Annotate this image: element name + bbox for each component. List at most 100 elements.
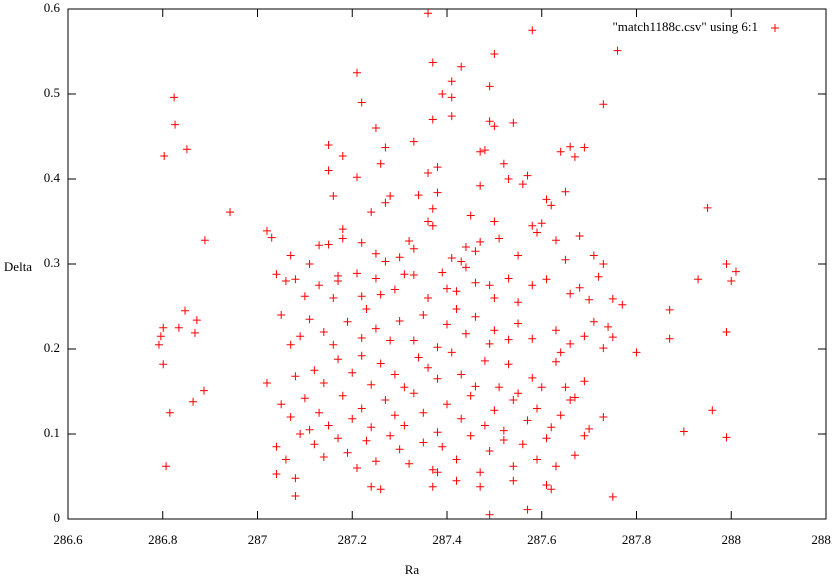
point bbox=[566, 396, 575, 404]
point bbox=[514, 319, 523, 328]
point bbox=[509, 396, 518, 404]
point bbox=[414, 353, 423, 362]
x-tick-label: 287 bbox=[248, 532, 268, 547]
y-tick-label: 0.3 bbox=[44, 255, 60, 270]
point bbox=[348, 368, 357, 377]
point bbox=[580, 143, 589, 152]
point bbox=[504, 175, 513, 183]
point bbox=[414, 191, 423, 200]
point bbox=[390, 370, 399, 379]
point bbox=[580, 377, 589, 386]
point bbox=[452, 455, 461, 464]
point bbox=[386, 431, 395, 440]
point bbox=[551, 357, 560, 366]
point bbox=[722, 433, 731, 442]
point bbox=[485, 510, 494, 519]
x-tick-label: 287.2 bbox=[338, 532, 367, 547]
point bbox=[528, 221, 537, 230]
point bbox=[352, 464, 361, 472]
x-tick-label: 288 bbox=[722, 532, 742, 547]
point bbox=[357, 292, 366, 301]
y-tick-label: 0.1 bbox=[44, 425, 60, 440]
point bbox=[727, 277, 736, 285]
point bbox=[291, 275, 300, 284]
point bbox=[315, 241, 324, 250]
point bbox=[376, 359, 385, 368]
point bbox=[632, 348, 641, 357]
point bbox=[499, 435, 508, 444]
point bbox=[433, 163, 442, 172]
point bbox=[182, 145, 191, 154]
point bbox=[509, 476, 518, 485]
point bbox=[443, 284, 451, 293]
point bbox=[599, 100, 608, 109]
point bbox=[556, 348, 565, 357]
point bbox=[480, 356, 489, 365]
point bbox=[476, 482, 485, 491]
point bbox=[542, 275, 551, 284]
x-tick-label: 286.6 bbox=[53, 532, 83, 547]
point bbox=[480, 421, 489, 430]
point bbox=[585, 424, 594, 433]
point bbox=[424, 294, 433, 302]
point bbox=[409, 389, 418, 398]
point bbox=[376, 159, 385, 168]
point bbox=[192, 316, 201, 325]
point bbox=[504, 360, 513, 369]
point bbox=[310, 440, 319, 449]
point bbox=[357, 333, 366, 342]
point bbox=[485, 281, 494, 290]
point bbox=[319, 328, 328, 336]
point bbox=[376, 290, 385, 299]
point bbox=[277, 400, 286, 409]
point bbox=[357, 238, 366, 247]
point bbox=[433, 468, 442, 477]
point bbox=[160, 152, 169, 161]
point bbox=[334, 434, 343, 443]
point bbox=[589, 251, 598, 260]
point bbox=[296, 430, 305, 438]
point bbox=[395, 316, 404, 325]
point bbox=[324, 166, 333, 175]
point bbox=[476, 237, 485, 246]
point bbox=[471, 278, 480, 287]
point bbox=[281, 277, 290, 285]
point bbox=[542, 434, 551, 443]
x-tick-label: 287.6 bbox=[527, 532, 557, 547]
point bbox=[480, 146, 489, 155]
point bbox=[305, 315, 314, 324]
point bbox=[371, 274, 380, 283]
point bbox=[504, 274, 513, 283]
point bbox=[419, 438, 428, 447]
point bbox=[551, 236, 560, 245]
point bbox=[599, 344, 608, 353]
point bbox=[154, 340, 163, 349]
point bbox=[722, 260, 731, 268]
point bbox=[575, 231, 584, 240]
point bbox=[428, 482, 437, 491]
point bbox=[594, 272, 603, 281]
point bbox=[405, 459, 414, 468]
point bbox=[300, 394, 309, 403]
point bbox=[357, 351, 366, 360]
point bbox=[433, 428, 442, 437]
point bbox=[371, 457, 380, 466]
point bbox=[504, 335, 513, 344]
point bbox=[447, 254, 456, 263]
point bbox=[277, 311, 286, 319]
point bbox=[570, 451, 579, 460]
point bbox=[447, 77, 456, 86]
point bbox=[428, 58, 437, 67]
point bbox=[523, 505, 532, 514]
point bbox=[466, 211, 475, 220]
point bbox=[286, 340, 295, 349]
point bbox=[566, 142, 575, 151]
point bbox=[262, 379, 271, 387]
point bbox=[181, 306, 190, 315]
point bbox=[561, 187, 570, 196]
point bbox=[367, 482, 376, 491]
point bbox=[665, 305, 674, 314]
point bbox=[556, 411, 565, 420]
point bbox=[381, 198, 390, 207]
